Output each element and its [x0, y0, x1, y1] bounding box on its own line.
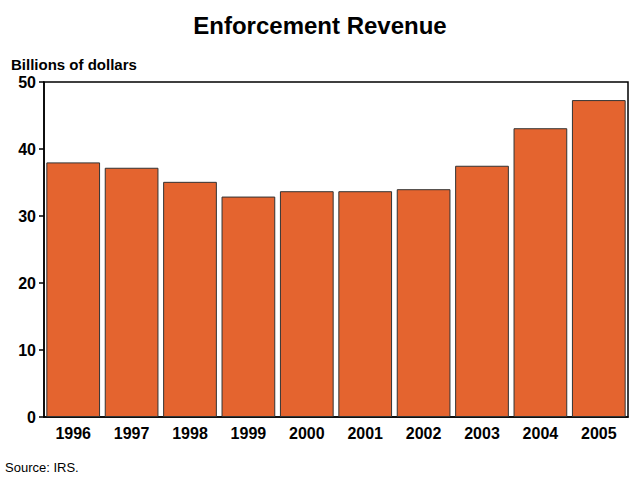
svg-text:Enforcement Revenue: Enforcement Revenue	[193, 12, 446, 39]
svg-text:1996: 1996	[55, 425, 91, 442]
svg-text:10: 10	[18, 342, 36, 359]
svg-text:2004: 2004	[523, 425, 559, 442]
svg-text:0: 0	[27, 409, 36, 426]
svg-text:2005: 2005	[581, 425, 617, 442]
svg-text:Billions of dollars: Billions of dollars	[11, 56, 137, 73]
svg-text:2003: 2003	[464, 425, 500, 442]
svg-text:40: 40	[18, 141, 36, 158]
svg-text:1998: 1998	[172, 425, 208, 442]
svg-text:1997: 1997	[114, 425, 150, 442]
svg-text:Source: IRS.: Source: IRS.	[5, 460, 79, 475]
svg-text:1999: 1999	[231, 425, 267, 442]
svg-text:20: 20	[18, 275, 36, 292]
svg-text:50: 50	[18, 74, 36, 91]
svg-text:2001: 2001	[347, 425, 383, 442]
svg-text:30: 30	[18, 208, 36, 225]
svg-text:2002: 2002	[406, 425, 442, 442]
svg-text:2000: 2000	[289, 425, 325, 442]
